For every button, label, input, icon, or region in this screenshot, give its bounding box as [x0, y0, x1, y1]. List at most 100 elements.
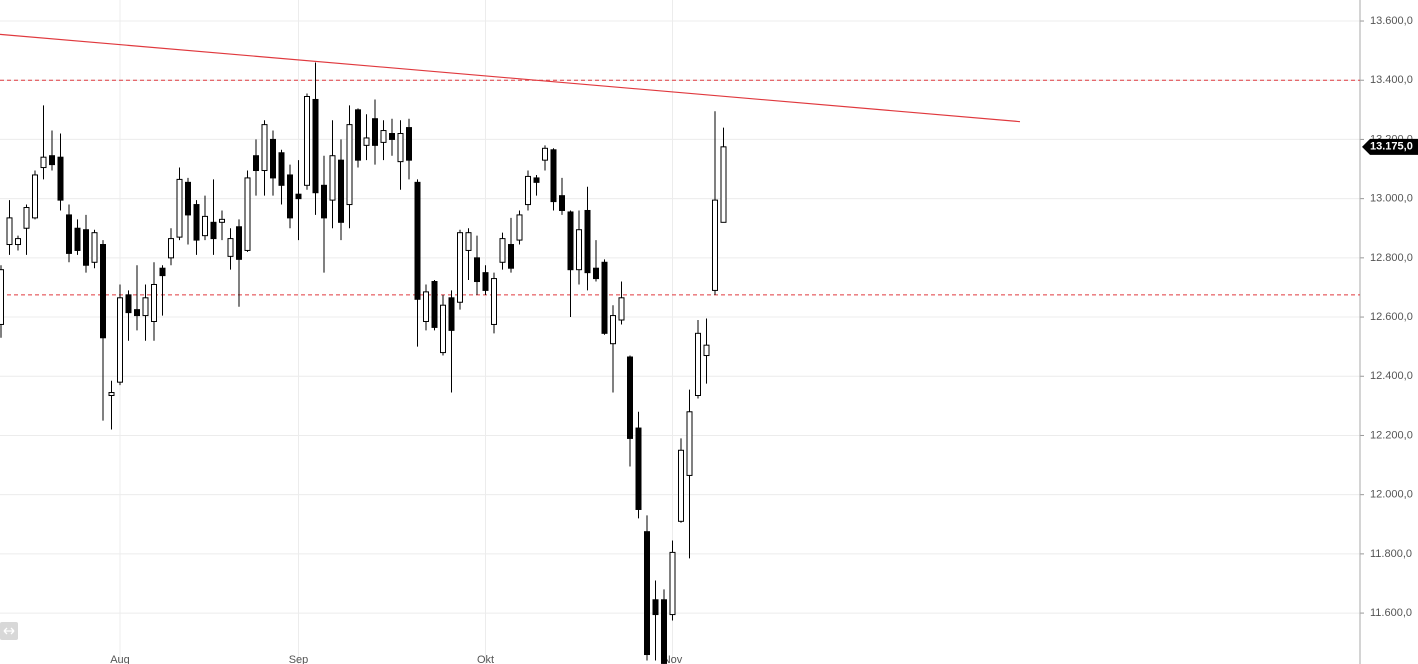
- candle-body: [601, 261, 608, 334]
- candle-body: [210, 221, 217, 240]
- candle-body: [584, 209, 591, 274]
- candle-body: [355, 109, 361, 161]
- candle-body: [49, 155, 55, 166]
- candle-body: [91, 232, 98, 263]
- candle-body: [83, 229, 89, 266]
- candle-body: [508, 244, 514, 269]
- candle-body: [610, 315, 616, 345]
- candle-body: [57, 156, 64, 201]
- candle-body: [559, 195, 565, 211]
- candle-body: [185, 181, 191, 216]
- candle-body: [516, 214, 523, 241]
- candle-body: [695, 332, 701, 396]
- candle-body: [644, 531, 650, 656]
- candle-body: [261, 124, 268, 172]
- candle-body: [627, 356, 633, 439]
- candle-body: [593, 267, 599, 280]
- candle-body: [125, 294, 132, 314]
- candle-body: [321, 184, 327, 219]
- candle-body: [100, 244, 106, 339]
- candle-body: [474, 257, 480, 283]
- candle-body: [678, 449, 684, 522]
- x-tick-label: Sep: [289, 654, 309, 664]
- candle-body: [457, 232, 463, 303]
- candle-body: [567, 211, 574, 271]
- x-tick-label: Nov: [663, 654, 683, 664]
- candle-body: [618, 297, 625, 321]
- candle-body: [712, 199, 718, 291]
- y-tick-label: 13.600,0: [1370, 15, 1413, 27]
- candle-body: [720, 146, 727, 223]
- candle-body: [74, 227, 81, 251]
- candle-body: [312, 98, 319, 194]
- candle-body: [151, 283, 157, 322]
- candle-body: [244, 177, 251, 251]
- candle-body: [423, 291, 429, 322]
- candle-body: [329, 155, 336, 201]
- x-tick-label: Aug: [110, 654, 130, 664]
- candle-body: [431, 281, 438, 328]
- candle-body: [346, 124, 353, 206]
- candle-body: [23, 207, 30, 229]
- candle-body: [703, 344, 710, 357]
- candle-body: [168, 238, 174, 259]
- candle-body: [389, 133, 395, 140]
- y-tick-label: 12.600,0: [1370, 311, 1413, 323]
- candle-body: [193, 204, 200, 241]
- candle-body: [176, 178, 183, 238]
- price-tag-label: 13.175,0: [1370, 141, 1413, 153]
- candle-body: [159, 267, 166, 277]
- candle-body: [652, 599, 659, 616]
- y-tick-label: 11.800,0: [1370, 548, 1412, 560]
- candle-body: [287, 174, 293, 219]
- candle-body: [406, 127, 412, 161]
- candle-body: [6, 217, 13, 246]
- candle-body: [338, 159, 344, 223]
- y-tick-label: 12.000,0: [1370, 489, 1413, 501]
- y-tick-label: 13.000,0: [1370, 193, 1413, 205]
- candle-body: [635, 427, 642, 510]
- candle-body: [542, 147, 548, 161]
- candle-body: [576, 229, 582, 271]
- candle-body: [270, 138, 276, 179]
- y-tick-label: 12.800,0: [1370, 252, 1413, 264]
- candle-body: [117, 297, 123, 383]
- candle-body: [142, 297, 149, 317]
- candle-body: [40, 156, 47, 169]
- x-tick-label: Okt: [477, 654, 494, 664]
- candle-body: [236, 226, 242, 260]
- candle-body: [32, 174, 38, 219]
- candle-body: [499, 238, 506, 263]
- candle-body: [465, 232, 472, 251]
- y-tick-label: 11.600,0: [1370, 607, 1412, 619]
- y-tick-label: 12.200,0: [1370, 429, 1413, 441]
- candle-body: [397, 133, 404, 163]
- candle-body: [15, 238, 21, 246]
- candle-body: [108, 392, 115, 396]
- candle-body: [482, 272, 489, 291]
- candle-body: [380, 130, 387, 143]
- candle-body: [278, 152, 285, 186]
- candle-body: [363, 137, 370, 146]
- candle-body: [219, 218, 225, 223]
- candle-body: [686, 411, 693, 476]
- y-tick-label: 13.400,0: [1370, 74, 1413, 86]
- candle-body: [227, 238, 234, 257]
- trendline: [0, 33, 1021, 123]
- candle-body: [253, 155, 259, 172]
- candle-body: [525, 175, 531, 206]
- candle-body: [533, 177, 540, 183]
- candle-body: [372, 118, 378, 146]
- candle-body: [414, 181, 421, 300]
- candle-body: [66, 214, 72, 254]
- candle-body: [134, 309, 140, 317]
- candle-body: [0, 269, 4, 325]
- candle-body: [669, 551, 676, 616]
- candle-body: [661, 599, 667, 664]
- candle-body: [440, 304, 446, 354]
- candle-body: [304, 96, 310, 186]
- price-tag: [1362, 138, 1418, 155]
- axis-icon: [0, 622, 18, 640]
